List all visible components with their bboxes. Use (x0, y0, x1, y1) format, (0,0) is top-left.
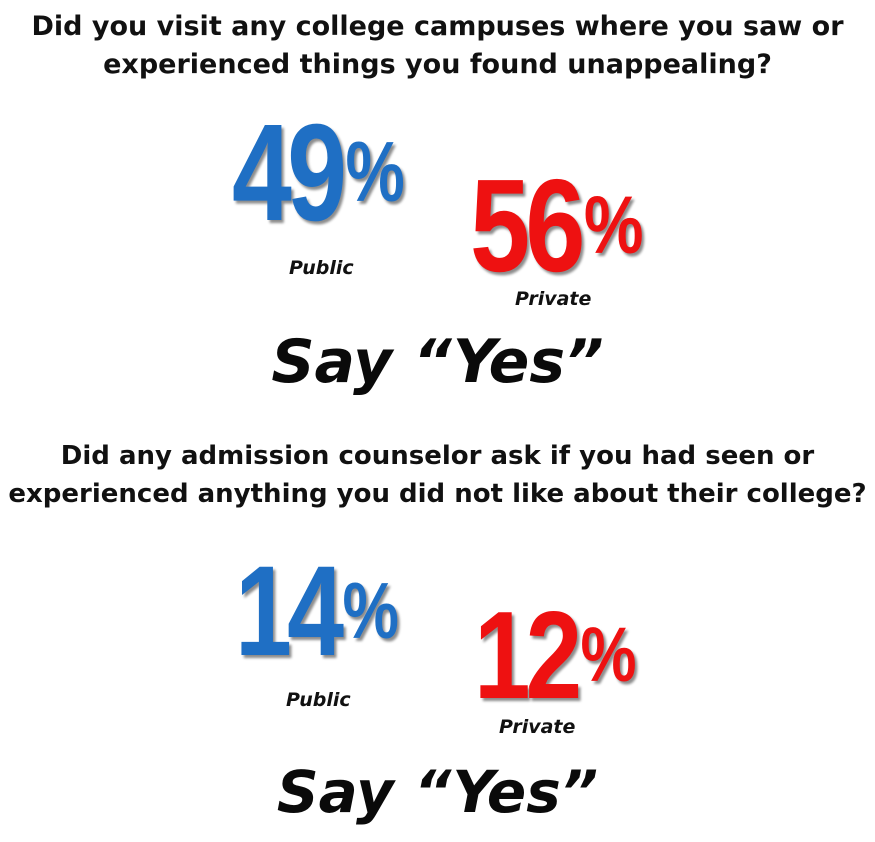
stat-2-private-label: Private (499, 716, 576, 738)
stat-2-private: 12% (474, 594, 637, 718)
stat-2-private-value: 12 (474, 587, 582, 725)
question-2-line-2: experienced anything you did not like ab… (8, 479, 867, 509)
stat-1-public-value: 49 (232, 96, 347, 250)
stat-1-private: 56% (470, 160, 644, 292)
stat-2-public-label: Public (286, 689, 351, 711)
stat-2-public-percent-sign: % (342, 565, 399, 655)
stat-2-public-value: 14 (235, 540, 344, 683)
stat-1-private-value: 56 (470, 152, 585, 299)
question-1-line-2: experienced things you found unappealing… (103, 49, 772, 80)
question-2: Did any admission counselor ask if you h… (0, 437, 875, 513)
question-2-line-1: Did any admission counselor ask if you h… (60, 441, 815, 471)
stat-2-private-percent-sign: % (580, 612, 637, 699)
stat-1-public: 49% (232, 104, 405, 242)
question-1-line-1: Did you visit any college campuses where… (31, 11, 844, 42)
question-1: Did you visit any college campuses where… (0, 8, 875, 84)
stat-1-public-label: Public (289, 257, 354, 279)
stat-1-public-percent-sign: % (345, 125, 405, 221)
answer-1: Say “Yes” (271, 327, 604, 397)
stat-2-public: 14% (235, 548, 399, 676)
stat-1-private-percent-sign: % (583, 180, 644, 271)
stat-1-private-label: Private (515, 288, 592, 310)
answer-2: Say “Yes” (276, 758, 599, 826)
